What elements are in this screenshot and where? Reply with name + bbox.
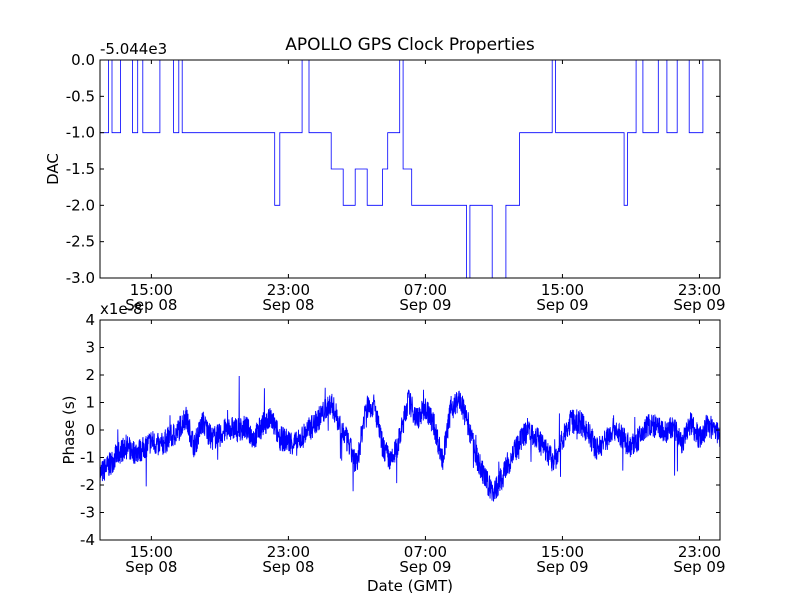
phase-xtick-date: Sep 09	[399, 558, 451, 576]
phase-ytick-label: -1	[80, 449, 95, 467]
dac-ytick-label: -1.5	[66, 160, 95, 178]
dac-xtick-time: 15:00	[130, 281, 173, 299]
phase-xtick-date: Sep 08	[262, 558, 314, 576]
figure-title: APOLLO GPS Clock Properties	[285, 35, 535, 55]
phase-xtick-date: Sep 09	[673, 558, 725, 576]
dac-ytick-label: -3.0	[66, 269, 95, 287]
dac-xtick-date: Sep 09	[673, 296, 725, 314]
phase-xtick-time: 07:00	[404, 543, 447, 561]
phase-ytick-label: 4	[85, 311, 95, 329]
phase-xtick-time: 23:00	[678, 543, 721, 561]
phase-ytick-label: 0	[85, 421, 95, 439]
dac-ytick-label: -0.5	[66, 87, 95, 105]
dac-offset-label: -5.044e3	[100, 40, 167, 58]
dac-ytick-label: -2.5	[66, 233, 95, 251]
phase-xtick-time: 15:00	[130, 543, 173, 561]
phase-ytick-label: -2	[80, 476, 95, 494]
phase-xtick-time: 23:00	[267, 543, 310, 561]
dac-xtick-date: Sep 09	[536, 296, 588, 314]
phase-xtick-date: Sep 09	[536, 558, 588, 576]
phase-ylabel: Phase (s)	[60, 395, 78, 464]
dac-xtick-date: Sep 08	[262, 296, 314, 314]
dac-xtick-time: 15:00	[541, 281, 584, 299]
dac-xtick-time: 07:00	[404, 281, 447, 299]
dac-ytick-label: -1.0	[66, 124, 95, 142]
phase-xtick-date: Sep 08	[125, 558, 177, 576]
phase-xlabel: Date (GMT)	[367, 577, 453, 595]
dac-ylabel: DAC	[44, 153, 62, 185]
phase-ytick-label: 3	[85, 339, 95, 357]
dac-xtick-time: 23:00	[267, 281, 310, 299]
phase-ytick-label: 2	[85, 366, 95, 384]
dac-xtick-date: Sep 09	[399, 296, 451, 314]
dac-xtick-time: 23:00	[678, 281, 721, 299]
phase-ytick-label: 1	[85, 394, 95, 412]
phase-offset-label: x1e-8	[100, 300, 143, 318]
dac-ytick-label: 0.0	[71, 51, 95, 69]
dac-xtick-date: Sep 08	[125, 296, 177, 314]
phase-series-line	[99, 375, 721, 502]
phase-ytick-label: -4	[80, 531, 95, 549]
phase-xtick-time: 15:00	[541, 543, 584, 561]
dac-series-line	[100, 59, 720, 279]
phase-ytick-label: -3	[80, 504, 95, 522]
dac-ytick-label: -2.0	[66, 196, 95, 214]
